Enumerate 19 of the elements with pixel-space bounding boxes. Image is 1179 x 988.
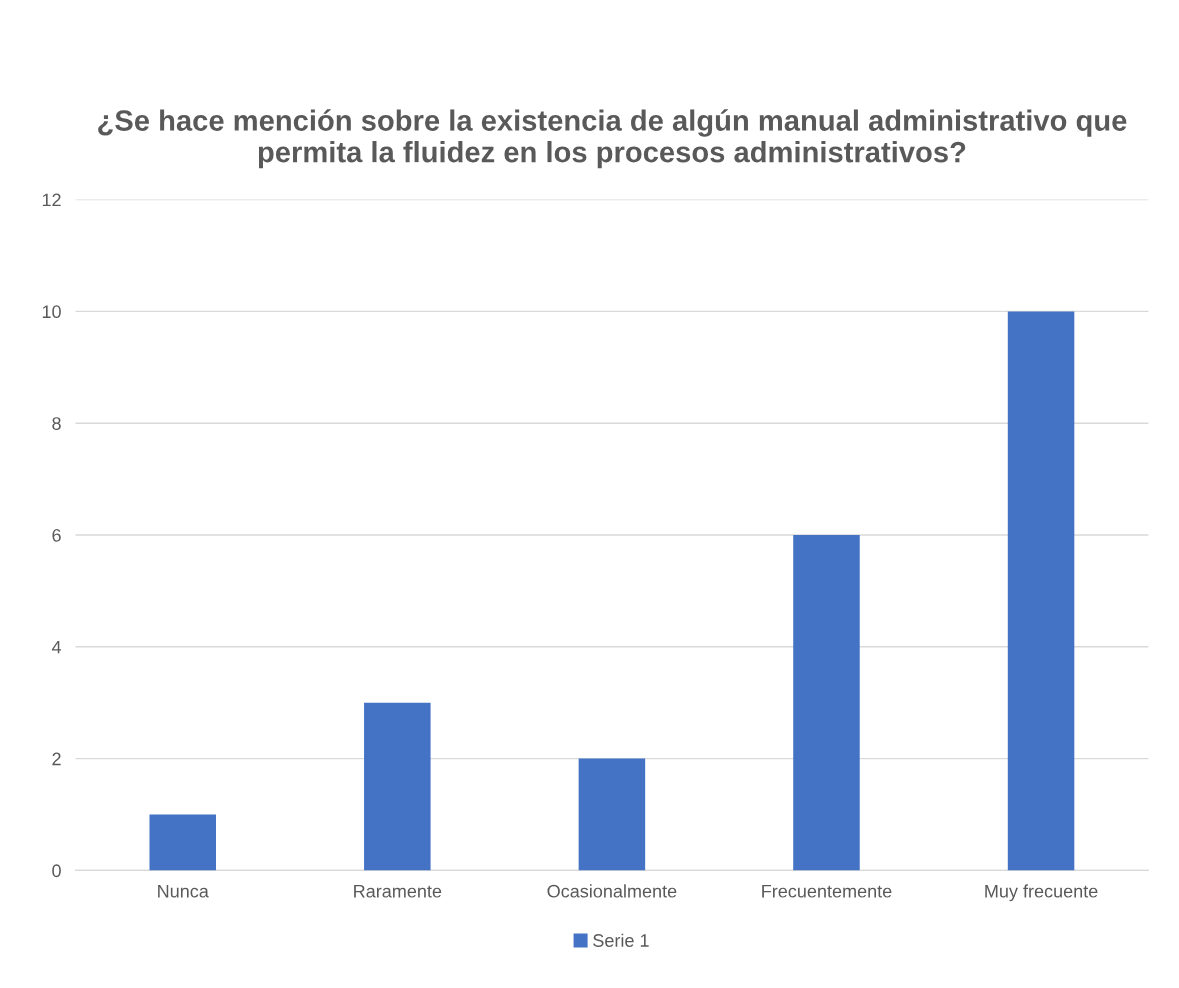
bar xyxy=(578,758,646,871)
x-tick-label: Ocasionalmente xyxy=(547,884,677,898)
y-tick-label: 8 xyxy=(52,417,61,430)
y-tick-label: 0 xyxy=(52,864,61,878)
x-tick-label: Muy frecuente xyxy=(985,884,1098,902)
y-tick-label: 6 xyxy=(52,528,61,542)
bar xyxy=(364,702,431,871)
legend-label: Serie 1 xyxy=(593,933,649,947)
y-tick-label: 4 xyxy=(51,640,62,654)
x-tick-label: Raramente xyxy=(354,884,442,898)
chart-title: ¿Se hace mención sobre la existencia de algún manual administrativo que permita la fluidez en los procesos administrativos? xyxy=(98,109,1127,169)
x-tick-label: Frecuentemente xyxy=(762,884,892,898)
y-tick-label: 10 xyxy=(42,305,61,319)
y-tick-label: 12 xyxy=(42,193,61,207)
bar xyxy=(149,814,216,871)
x-tick-label: Nunca xyxy=(158,884,209,898)
bar xyxy=(1007,311,1075,871)
y-tick-label: 2 xyxy=(52,752,61,766)
bar xyxy=(793,535,860,871)
